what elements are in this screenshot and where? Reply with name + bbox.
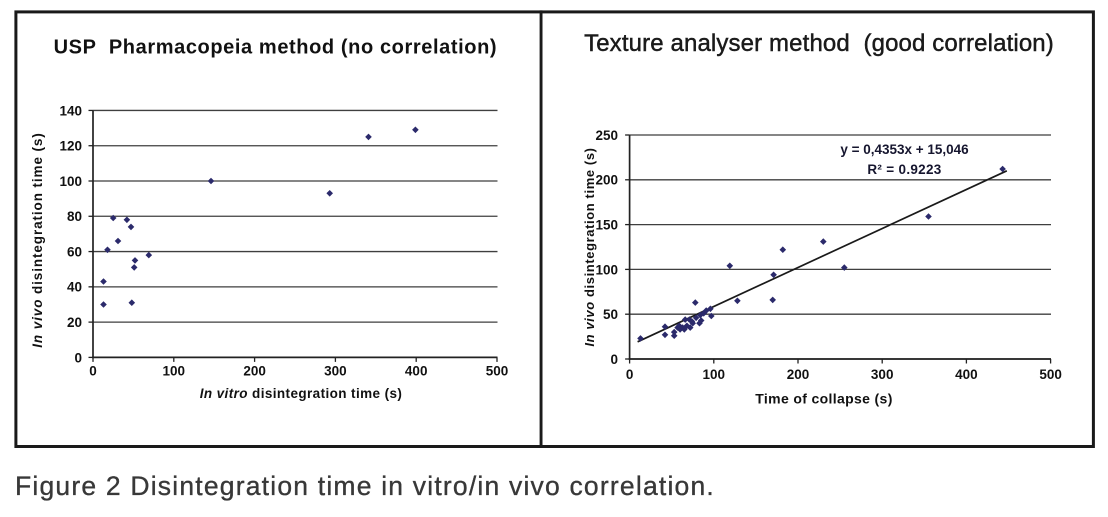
svg-text:In vivo disintegration time (s: In vivo disintegration time (s) xyxy=(30,132,45,347)
svg-text:100: 100 xyxy=(59,174,82,189)
svg-text:In vivo disintegration time (s: In vivo disintegration time (s) xyxy=(582,147,597,346)
svg-text:60: 60 xyxy=(67,245,82,260)
svg-text:500: 500 xyxy=(486,364,509,379)
svg-text:In vitro disintegration time (: In vitro disintegration time (s) xyxy=(200,386,403,401)
svg-text:100: 100 xyxy=(703,367,726,382)
svg-text:0: 0 xyxy=(89,364,97,379)
svg-text:80: 80 xyxy=(67,209,82,224)
svg-text:500: 500 xyxy=(1039,367,1062,382)
svg-text:0: 0 xyxy=(74,350,82,365)
svg-text:250: 250 xyxy=(595,128,618,143)
svg-text:100: 100 xyxy=(595,262,618,277)
svg-text:20: 20 xyxy=(67,315,82,330)
svg-text:0: 0 xyxy=(626,367,634,382)
svg-text:Figure 2 Disintegration time i: Figure 2 Disintegration time in vitro/in… xyxy=(15,471,715,501)
svg-text:150: 150 xyxy=(595,218,618,233)
svg-text:200: 200 xyxy=(243,364,266,379)
svg-text:Texture analyser method (good: Texture analyser method (good correlatio… xyxy=(584,30,1054,57)
svg-text:140: 140 xyxy=(59,103,82,118)
svg-text:300: 300 xyxy=(324,364,347,379)
svg-text:y = 0,4353x + 15,046: y = 0,4353x + 15,046 xyxy=(840,142,969,157)
svg-text:40: 40 xyxy=(67,280,82,295)
svg-text:200: 200 xyxy=(595,173,618,188)
svg-text:R² = 0.9223: R² = 0.9223 xyxy=(867,162,941,177)
svg-text:400: 400 xyxy=(405,364,428,379)
svg-text:50: 50 xyxy=(603,307,618,322)
svg-text:100: 100 xyxy=(163,364,186,379)
svg-text:120: 120 xyxy=(59,139,82,154)
svg-text:USP Pharmacopeia method (no c: USP Pharmacopeia method (no correlation) xyxy=(54,36,498,58)
svg-text:200: 200 xyxy=(787,367,810,382)
svg-text:0: 0 xyxy=(610,352,618,367)
svg-text:300: 300 xyxy=(871,367,894,382)
svg-text:Time of collapse (s): Time of collapse (s) xyxy=(755,391,892,407)
svg-text:400: 400 xyxy=(955,367,978,382)
